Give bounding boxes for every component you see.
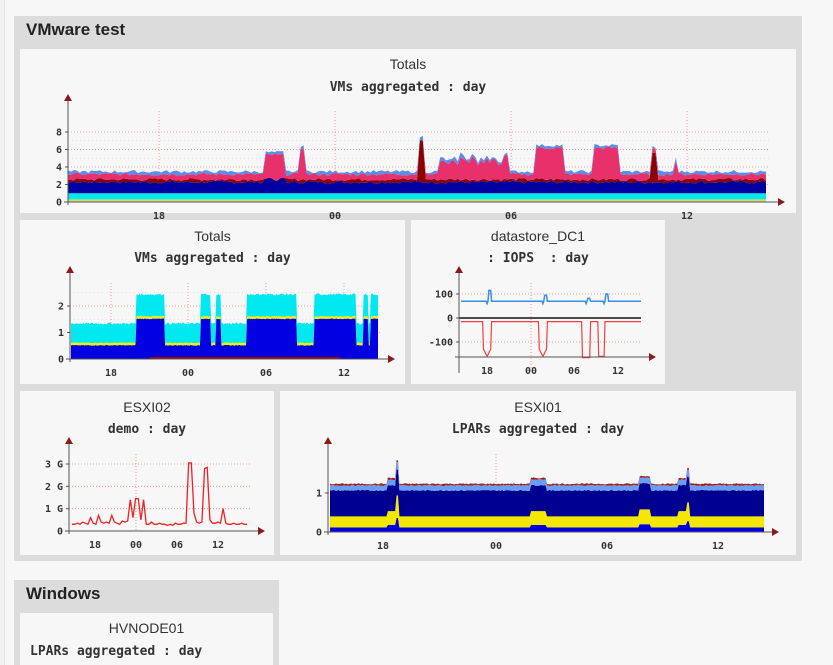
area-layer-pink [68,139,766,181]
x-tick-label: 06 [601,541,613,552]
graph-subtitle: demo : day [107,422,187,437]
graph-card-hvnode01[interactable]: HVNODE01 LPARs aggregated : day [20,613,273,665]
graph-title: HVNODE01 [108,620,185,636]
x-axis-arrow [778,198,785,206]
area-layer-yellow [68,199,766,202]
y-tick-label: 0 [58,355,64,366]
y-axis-arrow [455,266,463,273]
x-tick-label: 00 [525,366,537,377]
x-tick-label: 12 [338,368,350,379]
y-tick-label: 6 [56,145,62,156]
x-tick-label: 06 [260,368,272,379]
x-tick-label: 06 [505,211,517,222]
y-tick-label: 2 G [45,482,63,493]
graph-card-totals[interactable]: Totals VMs aggregated : day 0 1 2 18 00 06 12 [20,220,405,384]
group-title: VMware test [26,20,126,39]
group-vmware-test: VMware test Totals VMs aggregated : day … [14,16,802,561]
x-tick-label: 12 [612,366,624,377]
line-demo [72,462,247,527]
x-tick-label: 18 [153,211,165,222]
y-tick-label: 0 [447,314,453,325]
y-tick-label: 1 [316,489,322,500]
area-yellow [330,495,764,528]
graph-title: ESXI01 [514,399,562,415]
chart-datastore-dc1: 100 0 -100 18 00 06 12 [429,266,656,377]
graph-subtitle: : IOPS : day [487,251,589,266]
y-tick-label: 0 [57,527,63,538]
y-tick-label: 0 [316,528,322,539]
y-tick-label: 1 [58,328,64,339]
y-tick-label: 0 [56,198,62,209]
graph-subtitle: LPARs aggregated : day [451,422,625,437]
y-tick-label: 8 [56,128,62,139]
group-windows: Windows HVNODE01 LPARs aggregated : day [14,580,279,665]
chart-esxi01: 0 1 18 00 06 12 [316,437,779,552]
y-tick-label: 100 [435,290,453,301]
chart-totals-wide: 0 2 4 6 8 18 00 06 12 [56,94,785,222]
graph-card-esxi01[interactable]: ESXI01 LPARs aggregated : day 0 1 18 00 06 12 [280,391,796,555]
x-tick-label: 00 [490,541,502,552]
graph-title: Totals [389,56,427,72]
x-tick-label: 06 [171,540,183,551]
x-axis-arrow [772,528,779,536]
graph-title: ESXI02 [123,399,171,415]
graph-card-esxi02[interactable]: ESXI02 demo : day 0 1 G 2 G 3 G 18 00 06 12 [20,391,274,555]
area-layer-light-blue [68,135,766,176]
x-tick-label: 18 [105,368,117,379]
y-axis-arrow [324,437,332,444]
area-blue [71,318,378,359]
x-tick-label: 00 [130,540,142,551]
graph-subtitle: VMs aggregated : day [329,80,487,95]
y-axis-arrow [66,266,74,273]
graph-title: datastore_DC1 [490,228,586,244]
y-axis-arrow [64,94,72,101]
x-tick-label: 18 [377,541,389,552]
area-layer-cyan [68,193,766,200]
x-tick-label: 12 [212,540,224,551]
x-tick-label: 12 [681,211,693,222]
x-tick-label: 00 [182,368,194,379]
graph-subtitle: VMs aggregated : day [134,251,291,266]
area-navy [330,469,764,517]
group-title: Windows [26,584,101,603]
graph-card-totals-wide[interactable]: Totals VMs aggregated : day 0 2 4 6 8 18 00 06 1… [20,49,796,222]
area-blue [330,517,764,532]
x-tick-label: 00 [329,211,341,222]
x-tick-label: 12 [712,541,724,552]
area-cyan [71,293,378,344]
graph-card-datastore-dc1[interactable]: datastore_DC1 : IOPS : day 100 0 -100 18 00 0… [411,220,665,384]
x-axis-arrow [649,353,656,361]
y-tick-label: 2 [58,302,64,313]
graph-title: Totals [194,228,231,244]
y-tick-label: 2 [56,180,62,191]
y-tick-label: 4 [56,163,62,174]
y-tick-label: 1 G [45,504,63,515]
area-layer-blue [68,167,766,194]
left-border [0,0,5,665]
x-tick-label: 06 [568,366,580,377]
line-write [461,321,641,359]
y-axis-arrow [65,437,73,444]
graph-subtitle: LPARs aggregated : day [30,644,203,659]
x-axis-arrow [388,355,395,363]
chart-esxi02: 0 1 G 2 G 3 G 18 00 06 12 [45,437,265,551]
y-tick-label: 3 G [45,460,63,471]
x-tick-label: 18 [481,366,493,377]
area-light-blue [330,461,764,492]
line-read [461,289,641,306]
x-tick-label: 18 [89,540,101,551]
y-tick-label: -100 [429,338,453,349]
x-axis-arrow [258,527,265,535]
